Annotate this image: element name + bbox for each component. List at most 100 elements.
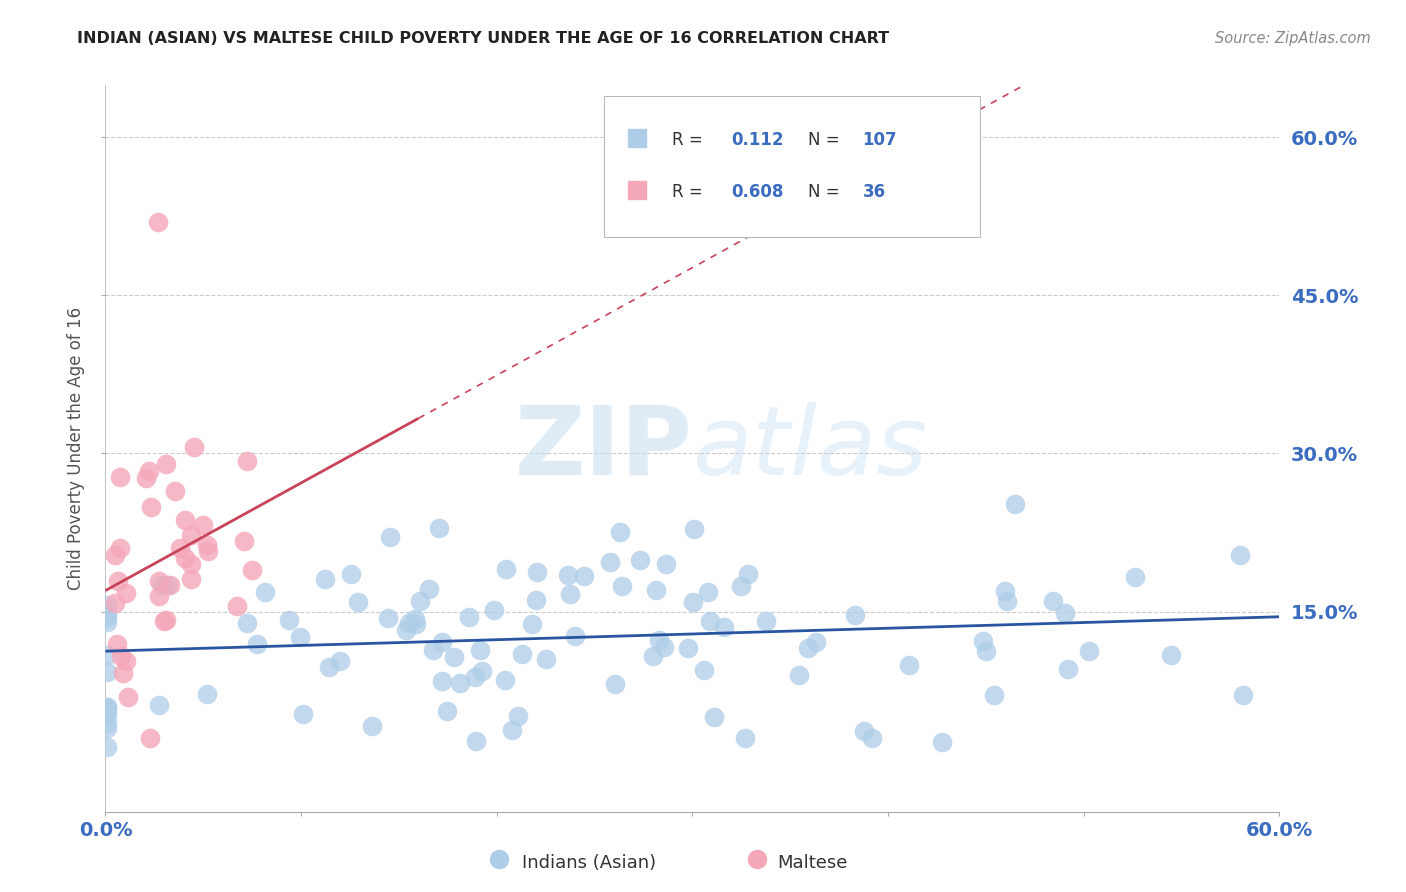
Y-axis label: Child Poverty Under the Age of 16: Child Poverty Under the Age of 16 bbox=[67, 307, 86, 590]
Point bbox=[696, 585, 718, 599]
Point bbox=[713, 620, 735, 634]
Point bbox=[96, 610, 118, 624]
Point bbox=[246, 637, 269, 651]
Point bbox=[676, 640, 699, 655]
Point bbox=[197, 544, 219, 558]
Point bbox=[378, 530, 401, 544]
Point bbox=[360, 718, 382, 732]
Text: N =: N = bbox=[807, 130, 839, 149]
Point bbox=[436, 704, 458, 718]
Point bbox=[564, 629, 586, 643]
Point bbox=[232, 534, 254, 549]
Point bbox=[418, 582, 440, 597]
Point bbox=[682, 595, 704, 609]
Point bbox=[394, 624, 416, 638]
Point bbox=[558, 586, 581, 600]
Point bbox=[644, 582, 666, 597]
Point bbox=[1054, 606, 1077, 620]
Point bbox=[730, 579, 752, 593]
Point bbox=[148, 698, 170, 712]
Point bbox=[398, 616, 420, 631]
Point bbox=[409, 594, 432, 608]
Point bbox=[96, 665, 118, 679]
Point bbox=[96, 708, 118, 723]
Point bbox=[495, 562, 517, 576]
Point bbox=[174, 550, 197, 565]
Point bbox=[652, 640, 675, 654]
Point bbox=[534, 652, 557, 666]
Point bbox=[628, 553, 651, 567]
Point bbox=[112, 666, 135, 681]
Point bbox=[404, 612, 426, 626]
Point bbox=[314, 572, 336, 586]
Point bbox=[643, 648, 665, 663]
Point bbox=[180, 528, 202, 542]
Point bbox=[254, 584, 277, 599]
Point bbox=[155, 578, 177, 592]
Point bbox=[557, 568, 579, 582]
Point bbox=[174, 513, 197, 527]
Point bbox=[195, 687, 218, 701]
Point bbox=[449, 676, 471, 690]
Point bbox=[180, 557, 202, 571]
Point bbox=[994, 583, 1017, 598]
Point bbox=[1123, 569, 1146, 583]
Point bbox=[292, 707, 315, 722]
Point bbox=[290, 630, 312, 644]
Point bbox=[1232, 688, 1254, 702]
Point bbox=[150, 578, 173, 592]
Point bbox=[329, 654, 352, 668]
Point bbox=[139, 500, 162, 514]
Point bbox=[804, 634, 827, 648]
Point bbox=[226, 599, 249, 613]
Point bbox=[464, 670, 486, 684]
Point bbox=[107, 574, 129, 588]
Point bbox=[346, 595, 368, 609]
Point bbox=[931, 735, 953, 749]
Point bbox=[430, 635, 453, 649]
Point bbox=[610, 579, 633, 593]
Point bbox=[995, 593, 1018, 607]
Text: ZIP: ZIP bbox=[515, 401, 693, 495]
Point bbox=[96, 721, 118, 735]
Point bbox=[734, 731, 756, 746]
Text: 0.608: 0.608 bbox=[731, 183, 783, 201]
Point bbox=[148, 590, 170, 604]
Point bbox=[471, 664, 494, 678]
Point bbox=[377, 611, 399, 625]
Text: 107: 107 bbox=[863, 130, 897, 149]
Point bbox=[96, 607, 118, 622]
Point bbox=[155, 613, 177, 627]
Point bbox=[510, 647, 533, 661]
Point bbox=[104, 596, 127, 610]
Point bbox=[115, 586, 138, 600]
Point bbox=[755, 614, 778, 628]
Point bbox=[655, 558, 678, 572]
Point bbox=[443, 649, 465, 664]
Point bbox=[737, 567, 759, 582]
Point bbox=[96, 700, 118, 714]
Point bbox=[1160, 648, 1182, 662]
Text: Maltese: Maltese bbox=[778, 854, 848, 871]
Point bbox=[193, 518, 215, 533]
Text: N =: N = bbox=[807, 183, 839, 201]
Point bbox=[972, 633, 994, 648]
Point bbox=[692, 663, 714, 677]
Point bbox=[163, 483, 186, 498]
Point bbox=[1077, 644, 1099, 658]
Point bbox=[405, 617, 427, 632]
Point bbox=[1004, 497, 1026, 511]
Point bbox=[422, 643, 444, 657]
Point bbox=[464, 733, 486, 747]
Text: 0.112: 0.112 bbox=[731, 130, 783, 149]
Point bbox=[1057, 662, 1080, 676]
Point bbox=[844, 608, 866, 623]
Point bbox=[340, 567, 363, 582]
Point bbox=[860, 731, 883, 745]
Point bbox=[155, 457, 177, 471]
Point bbox=[1229, 548, 1251, 562]
Point bbox=[139, 731, 162, 745]
Point bbox=[117, 690, 139, 704]
Point bbox=[105, 637, 128, 651]
Point bbox=[96, 599, 118, 613]
